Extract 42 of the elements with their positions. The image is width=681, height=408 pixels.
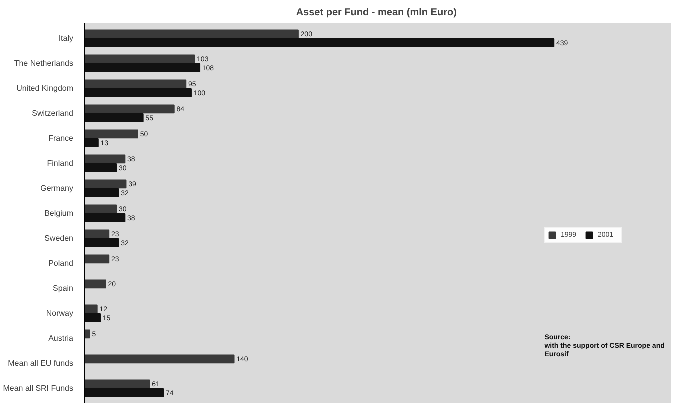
y-tick-label: United Kingdom <box>16 84 74 93</box>
y-tick-label: Austria <box>48 334 74 343</box>
bar <box>84 188 120 198</box>
bar <box>84 304 98 314</box>
y-tick-label: Belgium <box>44 209 74 218</box>
bar <box>84 354 235 364</box>
y-tick-label: Norway <box>46 309 74 318</box>
bar <box>84 204 118 214</box>
y-tick-label: Germany <box>40 184 74 193</box>
bar <box>84 163 118 172</box>
y-tick-label: Italy <box>58 34 74 43</box>
y-tick-label: Mean all EU funds <box>8 359 74 368</box>
bar <box>84 380 150 389</box>
bar <box>84 138 99 148</box>
bar <box>84 63 201 72</box>
y-tick-label: Finland <box>47 159 74 168</box>
bar <box>84 130 138 139</box>
bar <box>84 313 102 322</box>
bar <box>84 154 126 164</box>
bar <box>84 54 196 64</box>
y-tick-label: Mean all SRI Funds <box>3 384 74 393</box>
y-tick-label: Poland <box>48 259 74 268</box>
y-tick-label: Sweden <box>44 234 74 243</box>
bar <box>84 230 110 239</box>
bar <box>84 238 120 248</box>
bar <box>84 104 175 114</box>
bar <box>84 113 144 122</box>
bar <box>84 30 299 39</box>
bar <box>84 213 126 222</box>
y-tick-label: France <box>48 134 74 143</box>
bar <box>84 80 187 89</box>
chart-title: Asset per Fund - mean (mln Euro) <box>296 8 457 18</box>
y-tick-label: Switzerland <box>32 109 74 118</box>
bar <box>84 254 110 264</box>
bar <box>84 280 106 289</box>
y-tick-label: The Netherlands <box>14 59 74 68</box>
bar <box>84 330 90 339</box>
bar <box>84 88 192 98</box>
bar <box>84 180 127 189</box>
bar <box>84 38 555 48</box>
bar <box>84 388 164 398</box>
y-tick-label: Spain <box>53 284 74 293</box>
